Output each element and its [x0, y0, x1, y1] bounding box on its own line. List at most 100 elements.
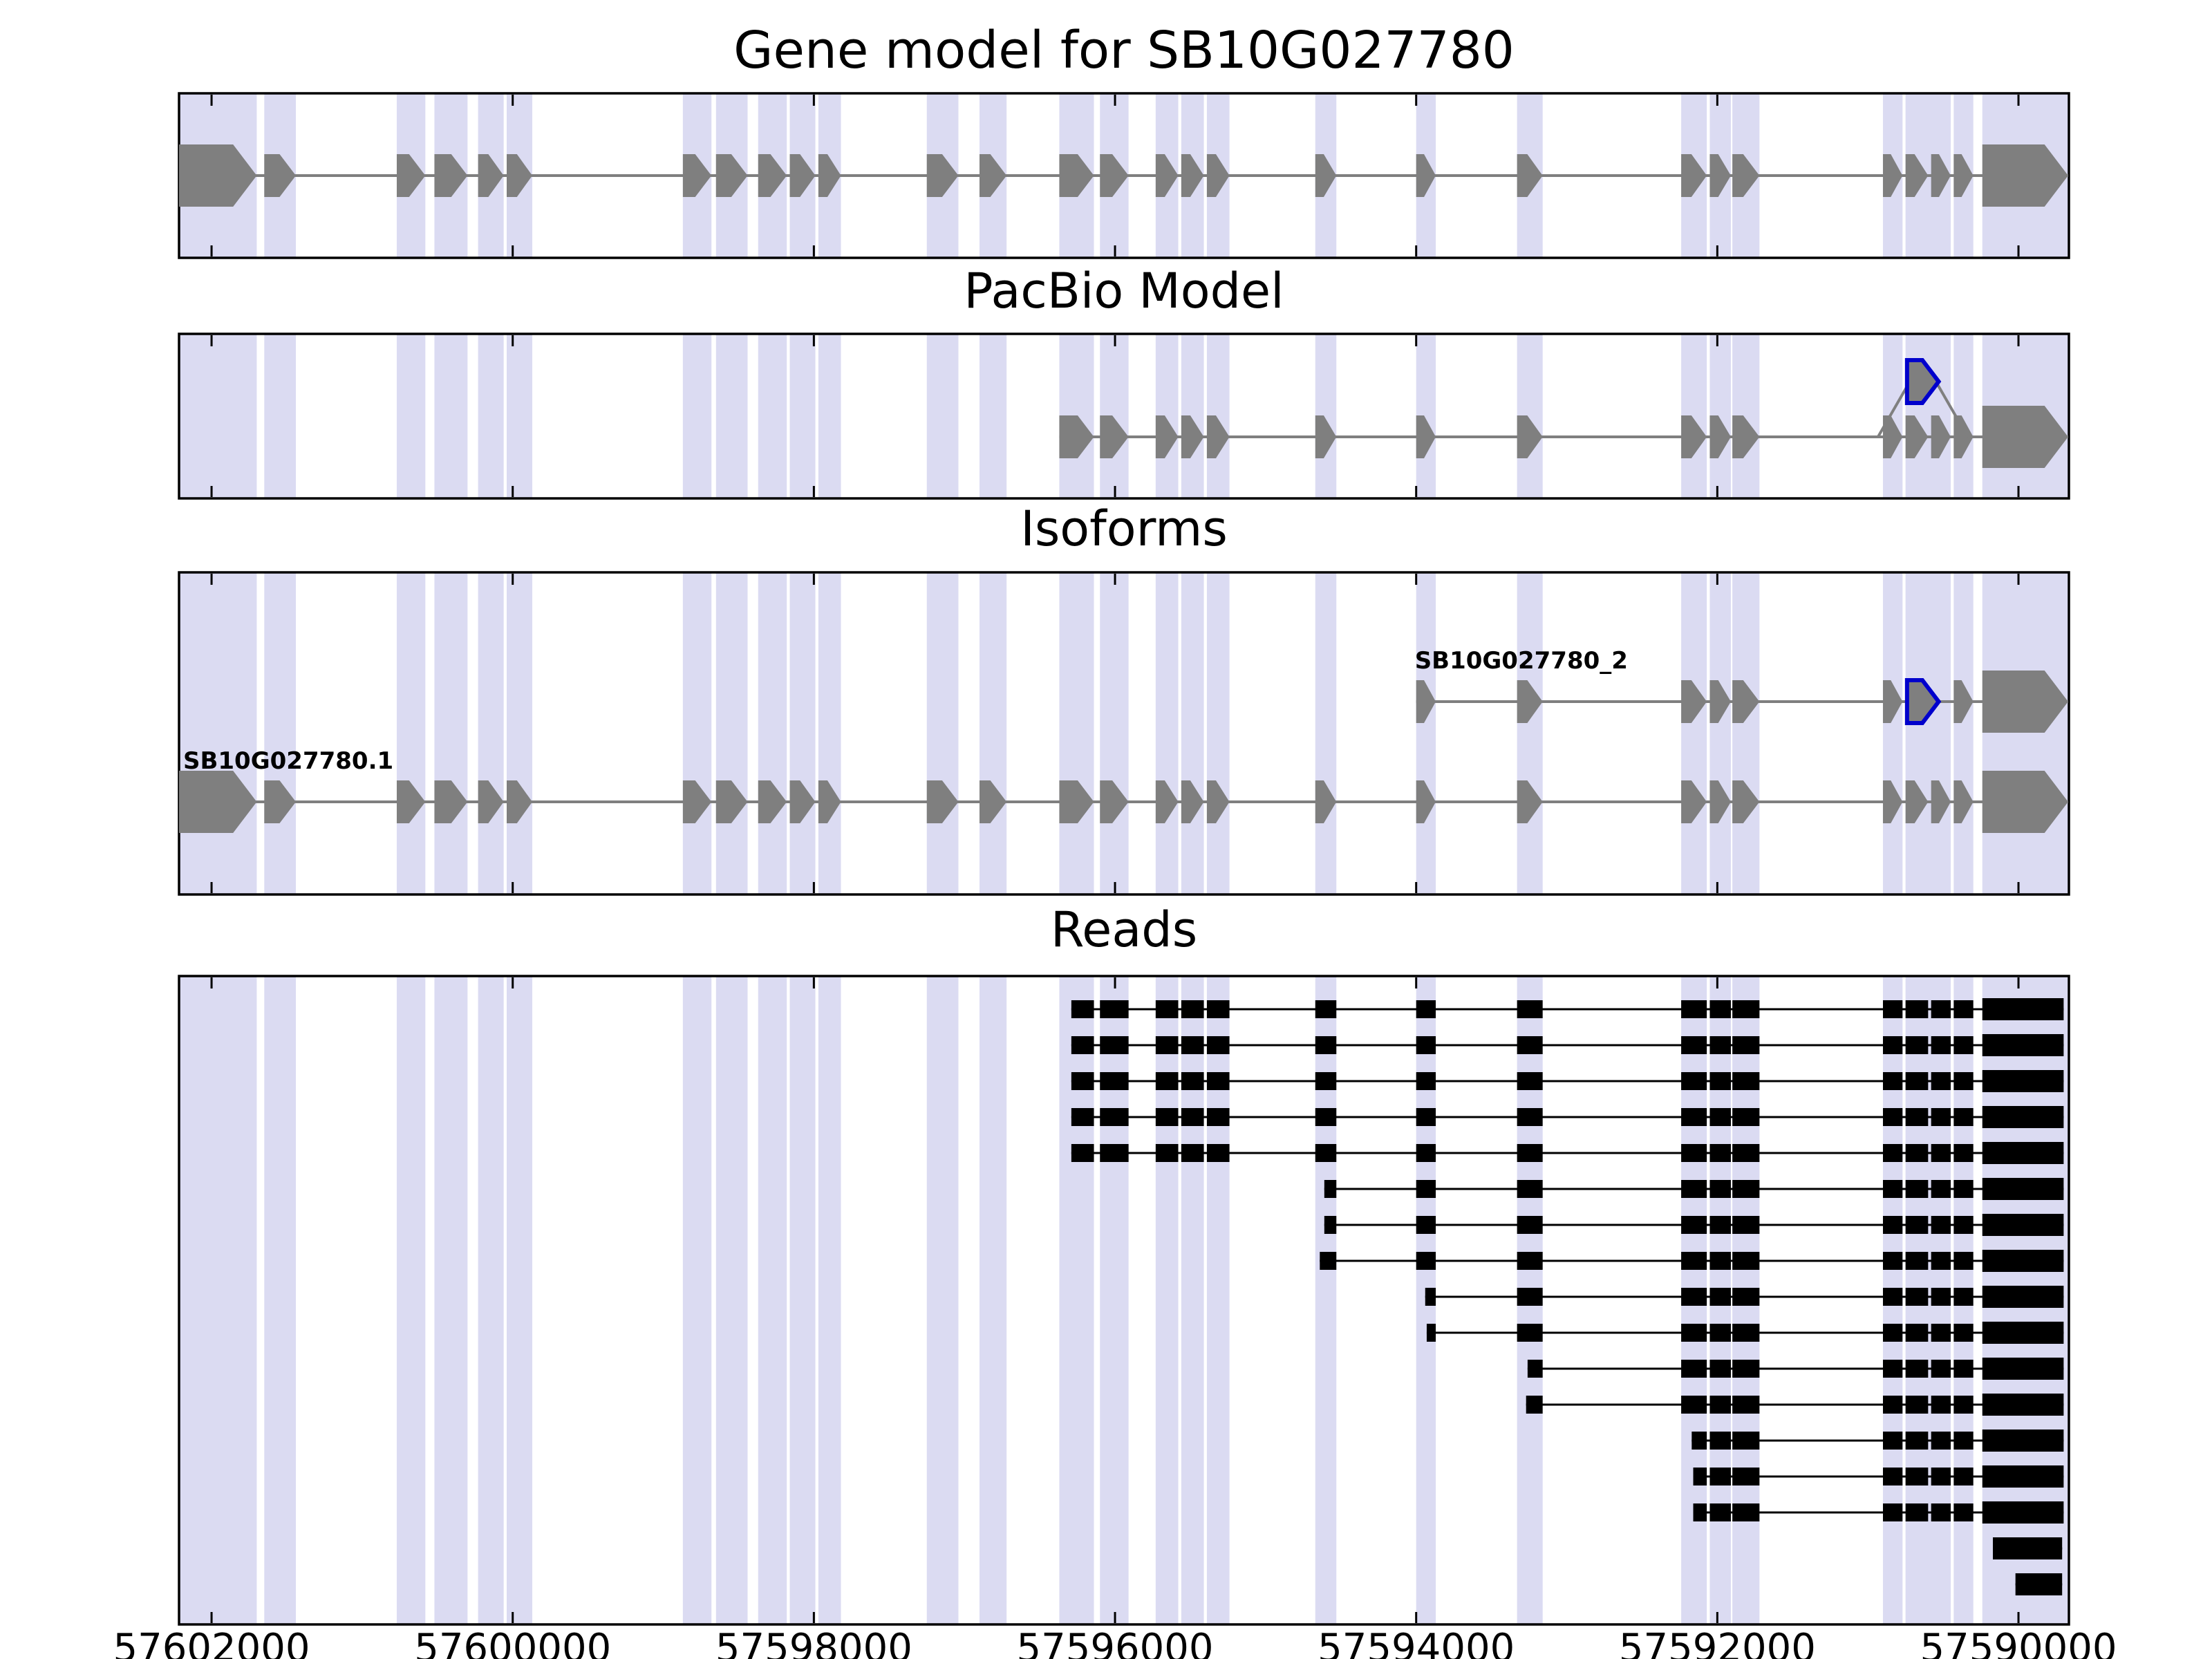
exon	[1681, 780, 1707, 823]
read-exon-block	[1931, 1360, 1951, 1378]
read-exon-block	[1953, 1503, 1974, 1521]
exon-highlight-stripe	[264, 573, 297, 894]
read-exon-block	[1181, 1108, 1204, 1126]
exon	[1059, 154, 1094, 197]
read-exon-block	[1681, 1288, 1707, 1306]
read-exon-block	[1324, 1216, 1337, 1234]
exon	[1315, 154, 1337, 197]
exon	[758, 780, 787, 823]
exon	[264, 780, 297, 823]
read-exon-block	[1681, 1036, 1707, 1054]
read-exon-block	[1953, 1072, 1974, 1090]
read-exon-block	[1693, 1468, 1707, 1485]
read-exon-block	[1416, 1072, 1436, 1090]
exon	[758, 154, 787, 197]
read-exon-block	[1905, 1252, 1929, 1270]
exon	[1155, 780, 1179, 823]
read-row	[1071, 1106, 2064, 1128]
exon	[1681, 680, 1707, 723]
read-exon-block	[1931, 1144, 1951, 1162]
read-exon-block	[1155, 1108, 1179, 1126]
read-exon-block	[1517, 1324, 1543, 1342]
exon	[507, 780, 533, 823]
track-pacbio-model	[1059, 358, 2068, 468]
read-exon-block	[1931, 1432, 1951, 1450]
read-exon-block	[1709, 1180, 1731, 1198]
exon-highlight-stripe	[1517, 573, 1543, 894]
exon	[926, 154, 959, 197]
read-row	[1691, 1430, 2064, 1452]
read-exon-block	[1905, 1108, 1929, 1126]
read-exon-block	[1882, 1180, 1903, 1198]
exon	[789, 780, 816, 823]
read-row	[1693, 1501, 2064, 1524]
read-exon-block	[1416, 1252, 1436, 1270]
read-exon-block	[1155, 1036, 1179, 1054]
panel-title-reads: Reads	[1050, 901, 1198, 958]
exon	[1882, 680, 1903, 723]
read-exon-block	[1732, 1108, 1760, 1126]
read-exon-block	[1181, 1000, 1204, 1018]
exon	[789, 154, 816, 197]
read-row	[1992, 1537, 2063, 1559]
exon	[478, 780, 504, 823]
read-exon-block	[1905, 1288, 1929, 1306]
exon-highlight-stripe	[179, 335, 257, 498]
read-exon-block	[1681, 1324, 1707, 1342]
read-exon-block	[1206, 1108, 1230, 1126]
exon-highlight-stripe	[264, 335, 297, 498]
read-exon-block	[1931, 1036, 1951, 1054]
read-row	[1426, 1322, 2064, 1344]
read-exon-block	[1882, 1144, 1903, 1162]
exon-highlight-stripe	[926, 335, 959, 498]
read-exon-block	[1709, 1144, 1731, 1162]
exon-highlight-stripe	[1206, 573, 1230, 894]
exon-highlight-stripe	[1416, 573, 1436, 894]
exon	[715, 154, 748, 197]
panel-border	[178, 332, 2070, 500]
exon-highlight-stripe	[682, 977, 712, 1624]
exon	[1059, 415, 1094, 458]
read-exon-block	[1732, 1252, 1760, 1270]
exon	[1882, 154, 1903, 197]
read-exon-block	[1709, 1360, 1731, 1378]
exon-highlight-stripe	[758, 335, 787, 498]
read-row	[1526, 1394, 2064, 1416]
exon	[1416, 415, 1436, 458]
exon-highlight-stripe	[434, 977, 468, 1624]
read-row	[1071, 998, 2064, 1020]
exon	[1059, 780, 1094, 823]
read-exon-block	[1206, 1000, 1230, 1018]
exon	[1982, 144, 2068, 207]
read-exon-block	[1931, 1503, 1951, 1521]
read-exon-block	[1905, 1036, 1929, 1054]
read-exon-block	[1732, 1216, 1760, 1234]
read-exon-block	[1905, 1144, 1929, 1162]
exon-highlight-stripe	[682, 335, 712, 498]
exon	[715, 780, 748, 823]
read-exon-block	[1982, 1394, 2064, 1416]
read-exon-block	[1953, 1324, 1974, 1342]
read-exon-block	[1982, 1430, 2064, 1452]
exon	[1206, 415, 1230, 458]
read-exon-block	[1100, 1144, 1129, 1162]
read-exon-block	[1882, 1036, 1903, 1054]
read-exon-block	[1517, 1000, 1543, 1018]
novel-exon	[1904, 678, 1942, 725]
exon	[434, 154, 468, 197]
exon	[1905, 780, 1929, 823]
exon	[1882, 415, 1903, 458]
read-exon-block	[1931, 1468, 1951, 1485]
exon	[264, 154, 297, 197]
exon	[1416, 780, 1436, 823]
read-exon-block	[1709, 1324, 1731, 1342]
read-exon-block	[1882, 1072, 1903, 1090]
read-exon-block	[1315, 1144, 1337, 1162]
read-exon-block	[1732, 1396, 1760, 1414]
exon-highlight-stripe	[396, 977, 426, 1624]
exon-highlight-stripe	[758, 977, 787, 1624]
read-exon-block	[1320, 1252, 1337, 1270]
exon-highlight-stripe	[264, 977, 297, 1624]
novel-exon	[1904, 358, 1942, 405]
exon	[1732, 780, 1760, 823]
